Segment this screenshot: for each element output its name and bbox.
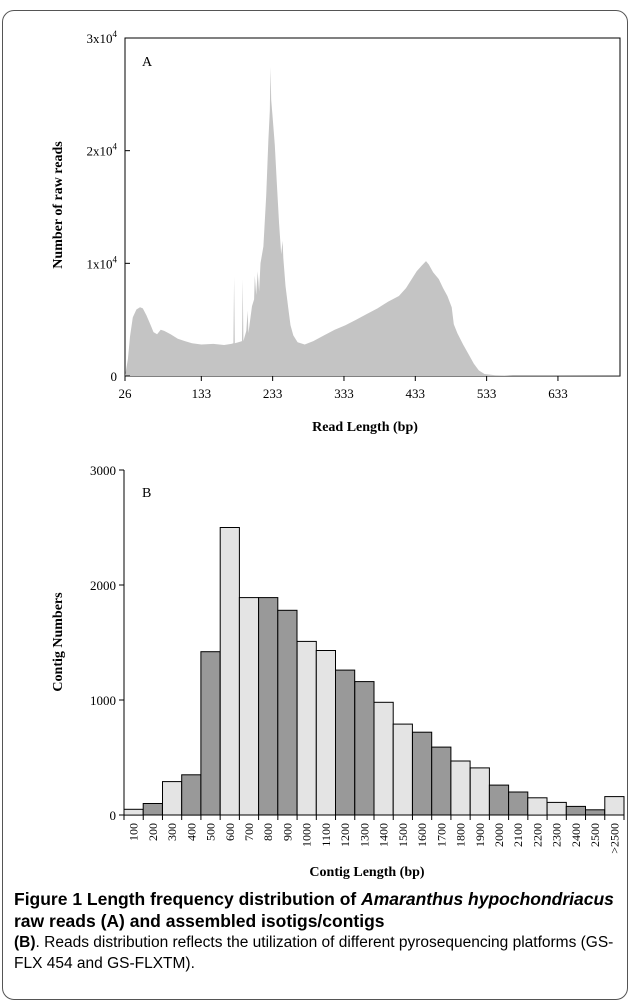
panel-a-y-tick-label: 0: [111, 369, 118, 384]
caption-title: Figure 1 Length frequency distribution o…: [14, 888, 620, 932]
panel-b-x-tick-label: 1400: [377, 823, 391, 847]
panel-b-bars: [123, 527, 625, 816]
panel-b-x-tick-label: 2000: [492, 823, 506, 847]
panel-a-label: A: [142, 55, 153, 70]
panel-b-bar: [277, 609, 298, 816]
figure-frame: [2, 10, 628, 1000]
panel-a-y-tick-label: 2x104: [87, 142, 118, 159]
panel-b-bar: [412, 731, 433, 816]
panel-a-x-tick-label: 333: [334, 386, 354, 401]
panel-b-x-tick-label: 600: [223, 823, 237, 841]
panel-a-x-tick-label: 26: [119, 386, 133, 401]
panel-b-x-tick-label: 1800: [454, 823, 468, 847]
panel-b-bar: [123, 808, 144, 816]
panel-b-bar: [315, 650, 336, 816]
panel-b-x-tick-label: >2500: [607, 823, 621, 854]
panel-b-y-tick-label: 0: [110, 808, 117, 823]
panel-a-x-tick-label: 533: [477, 386, 497, 401]
panel-b-x-tick-label: 1100: [319, 823, 333, 847]
panel-b-x-tick-label: 300: [165, 823, 179, 841]
panel-b-bar: [488, 784, 510, 816]
panel-a-read-length-area: [125, 67, 620, 377]
panel-b-bar: [181, 774, 202, 816]
panel-b-bar: [508, 791, 529, 816]
panel-b-bar: [565, 805, 586, 816]
panel-b-bar: [585, 809, 606, 816]
panel-b-x-tick-label: 2500: [588, 823, 602, 847]
panel-a-y-axis-label: Number of raw reads: [51, 141, 66, 269]
panel-b-bar: [450, 760, 471, 816]
panel-b-x-tick-label: 100: [127, 823, 141, 841]
panel-a-x-tick-label: 433: [406, 386, 426, 401]
panel-b-x-ticks: 100 200 300 400 500 600 700 800 900 1000 1100 1200 1…: [123, 815, 625, 854]
panel-b-bar: [546, 801, 567, 816]
panel-b-label: B: [142, 486, 151, 501]
panel-b-bar: [335, 669, 356, 816]
panel-b-x-tick-label: 400: [184, 823, 198, 841]
panel-b-x-tick-label: 1600: [415, 823, 429, 847]
panel-b-x-tick-label: 1900: [473, 823, 487, 847]
panel-b-x-tick-label: 700: [242, 823, 256, 841]
panel-b-x-tick-label: 1000: [300, 823, 314, 847]
panel-b-y-tick-label: 3000: [90, 463, 116, 478]
panel-a-y-tick-label: 1x104: [87, 254, 118, 271]
panel-b-y-tick-label: 2000: [90, 578, 116, 593]
panel-b-x-tick-label: 2100: [511, 823, 525, 847]
panel-b-bar: [392, 723, 413, 816]
panel-b-x-tick-label: 1300: [357, 823, 371, 847]
panel-b-x-tick-label: 2400: [569, 823, 583, 847]
panel-a-x-tick-label: 233: [263, 386, 283, 401]
caption-b-ref: (B): [14, 934, 36, 951]
panel-b-bar: [162, 781, 183, 816]
panel-b-bar: [373, 701, 394, 816]
panel-a-y-tick-label: 3x104: [87, 29, 118, 46]
panel-b-bar: [296, 640, 317, 816]
panel-b-x-tick-label: 500: [204, 823, 218, 841]
figure-caption: Figure 1 Length frequency distribution o…: [14, 888, 620, 974]
panel-b-y-ticks: 0 1000 2000 3000: [90, 463, 124, 823]
caption-species: Amaranthus hypochondriacus: [361, 889, 614, 909]
panel-b-y-axis-label: Contig Numbers: [51, 592, 66, 692]
panel-a-x-ticks: 26 133 233 333 433 533 633: [119, 376, 568, 401]
panel-b-bar: [604, 796, 625, 816]
panel-a-y-ticks: 0 1x104 2x104 3x104: [87, 29, 130, 384]
panel-a-x-tick-label: 133: [192, 386, 212, 401]
panel-b-bar: [354, 681, 375, 816]
panel-b-bar: [142, 803, 163, 816]
panel-b-y-tick-label: 1000: [90, 693, 116, 708]
panel-a-x-tick-label: 633: [548, 386, 568, 401]
panel-b: 0 1000 2000 3000 100 200 300 400 500 600 700 800 90…: [51, 463, 625, 880]
panel-b-bar: [238, 597, 260, 816]
panel-b-x-tick-label: 1700: [434, 823, 448, 847]
panel-b-bar: [469, 767, 490, 816]
panel-b-x-tick-label: 1200: [338, 823, 352, 847]
panel-b-bar: [258, 597, 279, 816]
caption-prefix: Figure 1 Length frequency distribution o…: [14, 889, 362, 909]
panel-a-x-axis-label: Read Length (bp): [312, 420, 418, 435]
panel-b-bar: [200, 651, 221, 816]
caption-rest: raw reads (A) and assembled isotigs/cont…: [14, 911, 385, 931]
panel-b-x-tick-label: 2200: [530, 823, 544, 847]
caption-body: (B). Reads distribution reflects the uti…: [14, 932, 620, 974]
panel-b-x-tick-label: 200: [146, 823, 160, 841]
caption-description: . Reads distribution reflects the utiliz…: [14, 934, 614, 972]
panel-b-bar: [219, 527, 240, 816]
panel-b-bar: [527, 797, 548, 816]
panel-b-x-tick-label: 2300: [550, 823, 564, 847]
panel-b-x-tick-label: 800: [261, 823, 275, 841]
panel-b-x-axis-label: Contig Length (bp): [309, 865, 424, 880]
panel-b-bar: [431, 746, 452, 816]
panel-b-x-tick-label: 900: [280, 823, 294, 841]
panel-b-x-tick-label: 1500: [396, 823, 410, 847]
